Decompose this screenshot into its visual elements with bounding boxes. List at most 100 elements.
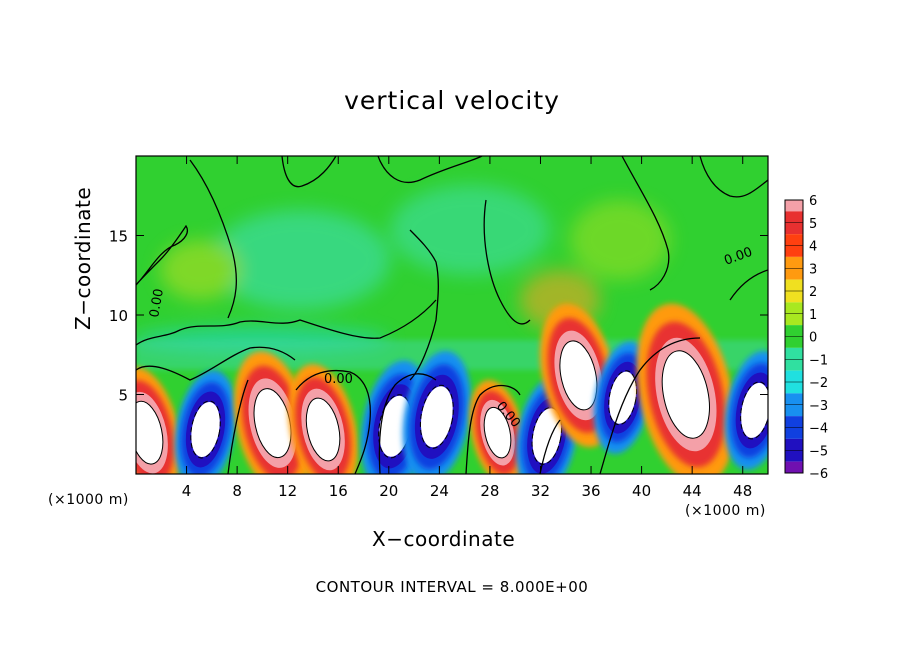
y-axis-label: Z−coordinate — [71, 186, 95, 330]
colorbar-label: 1 — [809, 308, 817, 323]
colorbar-label: 5 — [809, 217, 817, 232]
contour-line — [699, 156, 768, 198]
cell-contour — [305, 397, 341, 462]
cell-ring — [306, 398, 340, 461]
cell-ring — [136, 401, 163, 465]
x-tick-label: 32 — [531, 482, 550, 500]
colorbar-label: −4 — [809, 422, 828, 437]
x-tick-label: 48 — [733, 482, 752, 500]
contour-line — [136, 224, 189, 286]
zero-contours — [136, 156, 768, 474]
updraft-cell — [288, 364, 358, 474]
cell-contour — [559, 340, 598, 411]
contour-line — [483, 199, 531, 325]
contour-label: 0.00 — [324, 372, 353, 387]
colorbar-swatch — [785, 325, 803, 337]
cell-ring — [609, 371, 637, 424]
contour-line — [136, 299, 437, 346]
x-tick-label: 24 — [430, 482, 449, 500]
contour-line — [136, 346, 296, 381]
colorbar-swatch — [785, 347, 803, 360]
colorbar-swatch — [785, 279, 803, 291]
cell-ring — [741, 382, 768, 438]
cell-ring — [662, 350, 710, 439]
x-tick-label: 40 — [632, 482, 651, 500]
y-axis-ticks: 5 10 15 — [109, 228, 768, 405]
cell-contour — [608, 370, 638, 426]
colorbar-label: −1 — [809, 353, 828, 368]
colorbar-label: 0 — [809, 331, 817, 346]
colorbar-swatch — [785, 416, 803, 428]
colorbar-swatch — [785, 200, 803, 212]
x-tick-label: 12 — [278, 482, 297, 500]
colorbar-swatch — [785, 234, 803, 246]
cell-ring — [191, 401, 220, 457]
updraft-cell — [136, 367, 182, 474]
x-unit-label-right: (×1000 m) — [685, 503, 766, 519]
downdraft-cell — [174, 370, 237, 474]
x-tick-label: 36 — [581, 482, 600, 500]
colorbar-label: −5 — [809, 444, 828, 459]
updraft-cell — [469, 380, 526, 474]
cell-ring — [532, 408, 562, 464]
contour-line — [189, 159, 237, 319]
downdraft-cell — [402, 351, 472, 474]
colorbar-swatch — [785, 393, 803, 405]
colorbar-label: −3 — [809, 399, 828, 414]
x-tick-label: 8 — [232, 482, 242, 500]
colorbar-swatch — [785, 404, 803, 417]
x-unit-label: (×1000 m) — [48, 492, 129, 508]
colorbar-label: 3 — [809, 262, 817, 277]
colorbar-swatch — [785, 302, 803, 314]
cell-ring — [484, 407, 511, 458]
contour-line — [409, 229, 439, 381]
contour-line — [539, 419, 561, 474]
cell-contour — [136, 400, 164, 465]
y-tick-label: 5 — [118, 387, 128, 405]
cell-ring — [254, 388, 291, 458]
cell-ring — [559, 340, 597, 410]
colorbar-swatch — [785, 211, 803, 223]
colorbar-swatch — [785, 359, 803, 371]
cell-contour — [483, 406, 512, 459]
contour-line — [281, 156, 337, 188]
plot-area — [136, 156, 768, 474]
colorbar: 6 5 4 3 2 1 0 −1 −2 −3 −4 −5 −6 — [784, 194, 828, 482]
x-tick-label: 16 — [329, 482, 348, 500]
contour-line — [378, 373, 437, 474]
y-tick-label: 15 — [109, 228, 128, 246]
colorbar-swatch — [785, 245, 803, 257]
x-axis-label: X−coordinate — [372, 527, 516, 551]
colorbar-swatch — [785, 313, 803, 326]
colorbar-swatch — [785, 336, 803, 348]
contour-line — [295, 369, 371, 474]
colorbar-swatch — [785, 461, 803, 473]
cell-contour — [419, 384, 454, 449]
cell-contour — [740, 381, 768, 440]
x-tick-label: 44 — [683, 482, 702, 500]
colorbar-label: −6 — [809, 467, 828, 482]
x-tick-label: 4 — [182, 482, 192, 500]
contour-line — [729, 269, 768, 301]
contour-label: 0.00 — [147, 288, 167, 319]
colorbar-swatch — [785, 222, 803, 235]
colorbar-swatch — [785, 450, 803, 462]
colorbar-label: 6 — [809, 194, 817, 209]
contour-line — [465, 384, 521, 474]
colorbar-swatch — [785, 370, 803, 382]
colorbar-swatch — [785, 427, 803, 439]
colorbar-label: −2 — [809, 376, 828, 391]
contour-line — [227, 379, 249, 474]
colorbar-swatch — [785, 291, 803, 303]
chart-title: vertical velocity — [344, 86, 560, 115]
colorbar-swatch — [785, 382, 803, 394]
x-axis-ticks: 4 8 12 16 20 24 28 32 36 40 44 48 — [182, 156, 752, 500]
colorbar-label: 2 — [809, 285, 817, 300]
colorbar-swatch — [785, 268, 803, 280]
contour-line — [621, 156, 670, 291]
colorbar-swatch — [785, 438, 803, 451]
cell-contour — [190, 400, 221, 459]
contour-interval-note: CONTOUR INTERVAL = 8.000E+00 — [315, 578, 589, 596]
velocity-cells — [136, 303, 768, 474]
